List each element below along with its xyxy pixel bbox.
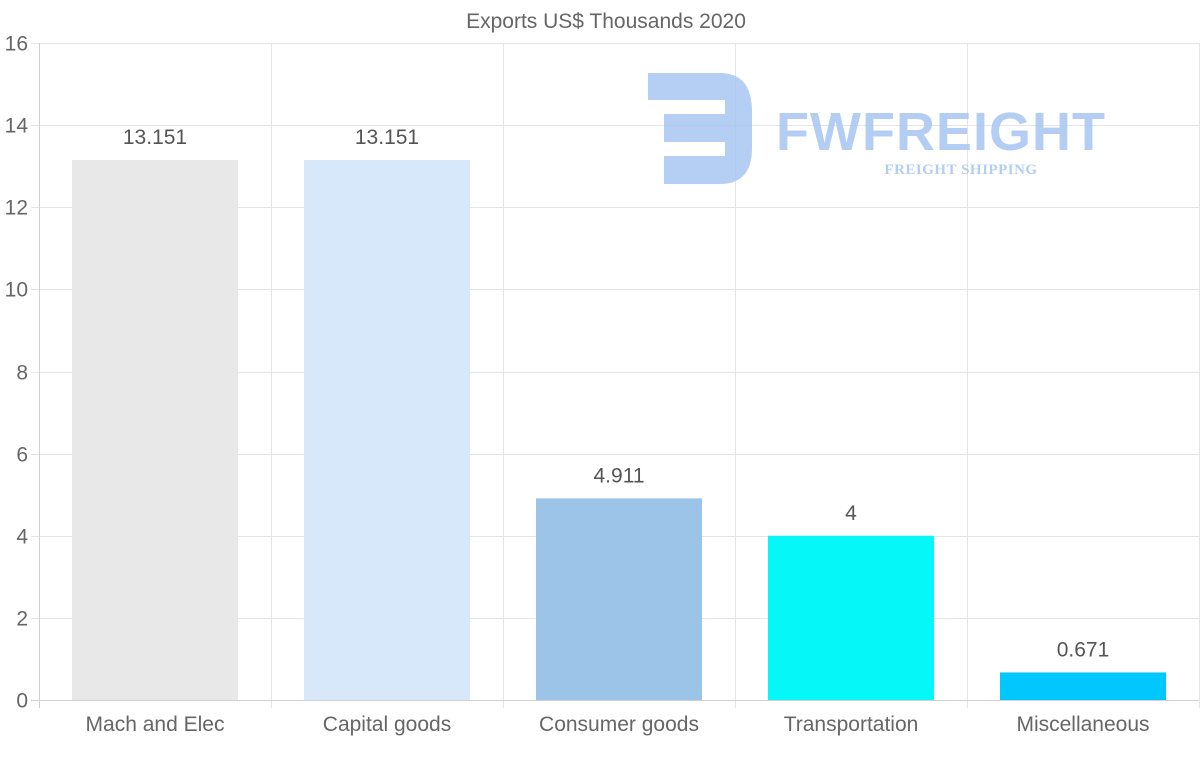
y-tick-label: 14 xyxy=(5,115,29,138)
y-tick-label: 6 xyxy=(16,444,28,467)
x-tick-label: Mach and Elec xyxy=(86,713,225,736)
bar[interactable] xyxy=(768,535,934,700)
logo-tagline: FREIGHT SHIPPING xyxy=(884,162,1037,178)
bar-value-label: 0.671 xyxy=(1057,638,1110,661)
x-tick-label: Miscellaneous xyxy=(1016,713,1149,736)
labels-layer: 13.151 13.151 4.911 4 0.671 xyxy=(123,126,1109,661)
x-tick-label: Consumer goods xyxy=(539,713,699,736)
fwfreight-logo-icon xyxy=(648,73,752,184)
y-tick-label: 0 xyxy=(16,690,28,713)
bar[interactable] xyxy=(536,498,702,700)
chart-title: Exports US$ Thousands 2020 xyxy=(466,10,746,33)
bar-value-label: 13.151 xyxy=(355,126,419,149)
y-tick-label: 8 xyxy=(16,362,28,385)
bar-value-label: 4 xyxy=(845,502,857,525)
y-tick-label: 16 xyxy=(5,33,28,56)
x-tick-label: Capital goods xyxy=(323,713,451,736)
y-tick-label: 2 xyxy=(16,608,28,631)
bars-layer xyxy=(72,159,1166,700)
bar[interactable] xyxy=(304,159,470,700)
x-tick-label: Transportation xyxy=(784,713,919,736)
bar-value-label: 13.151 xyxy=(123,126,187,149)
axis-layer: 0 2 4 6 8 10 12 14 16 Mach and Elec Capital goods C… xyxy=(5,33,1199,736)
bar-value-label: 4.911 xyxy=(594,464,645,487)
y-tick-label: 4 xyxy=(16,526,28,549)
y-tick-label: 12 xyxy=(5,197,28,220)
y-tick-label: 10 xyxy=(5,279,28,302)
fwfreight-logo: FWFREIGHT FREIGHT SHIPPING xyxy=(648,73,1106,184)
logo-wordmark: FWFREIGHT xyxy=(776,102,1106,162)
bar[interactable] xyxy=(1000,672,1166,700)
bar[interactable] xyxy=(72,159,238,700)
